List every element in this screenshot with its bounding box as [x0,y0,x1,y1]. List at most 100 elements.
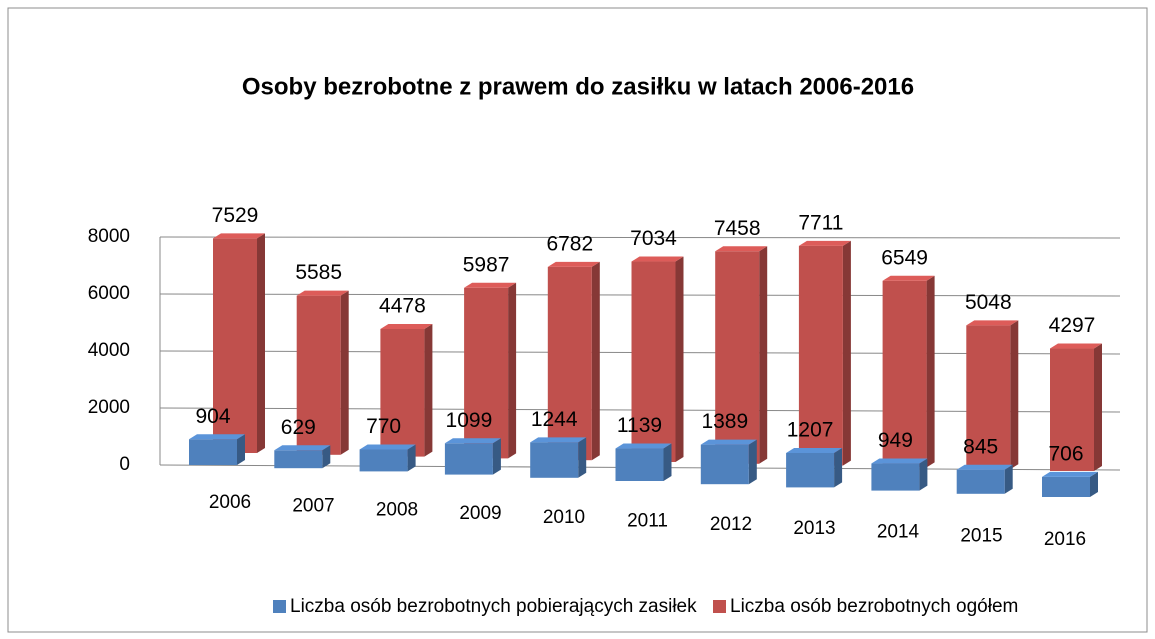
legend-label: Liczba osób bezrobotnych ogółem [730,596,1018,617]
data-label: 6549 [881,246,928,269]
bar-top [1042,471,1098,477]
x-tick-label: 2015 [960,525,1002,546]
bar [1050,348,1094,471]
bar-side [591,261,600,461]
data-label: 7034 [630,227,677,250]
bar-group [444,438,501,475]
data-label: 706 [1048,442,1083,465]
bar-side [748,439,757,485]
bar-side [237,434,245,465]
data-label: 770 [366,415,401,438]
y-tick-label: 2000 [88,397,130,418]
bar [189,439,237,465]
data-label: 5585 [295,261,342,284]
data-label: 1244 [531,408,578,431]
y-tick-label: 6000 [88,283,130,304]
bar-group [213,233,265,453]
data-label: 949 [878,429,913,452]
x-tick-label: 2010 [543,507,585,528]
bar-side [926,275,935,468]
bar-side [1094,343,1102,471]
bar-side [492,438,501,475]
bar [359,449,408,472]
bar-group [380,323,433,457]
bar-side [1010,320,1019,470]
x-tick-label: 2007 [292,496,334,517]
bar-top [213,233,265,239]
bar-group [798,240,851,466]
bar-group [359,444,416,472]
bar-side [508,282,517,459]
bar [274,450,323,469]
bar-group [530,437,587,478]
x-tick-label: 2016 [1044,529,1086,550]
data-label: 1389 [701,410,748,433]
bar-group [189,434,245,465]
bar-top [547,261,600,267]
grid-line [159,236,1121,239]
bar [631,261,676,462]
bar-side [919,458,928,491]
y-tick-label: 4000 [88,340,130,361]
bar-top [615,443,672,449]
bar-group [786,448,843,488]
bar-top [296,290,349,296]
y-tick-label: 0 [119,454,130,475]
bar [380,328,425,457]
x-tick-label: 2012 [710,514,752,535]
bar-group [882,275,935,468]
bar-top [464,282,517,288]
data-label: 845 [963,435,998,458]
bar-side [834,448,843,488]
bar [786,453,835,488]
legend-swatch [273,600,286,613]
bar-top [274,445,331,451]
bar [956,469,1005,494]
bar [464,287,509,459]
bar [547,266,592,461]
bar-group [966,320,1019,470]
bar [444,443,493,475]
legend-label: Liczba osób bezrobotnych pobierających z… [290,596,697,617]
bar-group [464,282,517,459]
bar-side [322,445,331,469]
x-tick-label: 2011 [627,511,668,532]
bar-side [257,233,265,453]
bar-group [615,443,672,481]
bar [715,251,760,464]
bar-top [380,323,433,329]
bar-group [956,464,1013,494]
bar [966,325,1011,470]
bar-side [663,443,672,481]
bar-top [871,458,928,464]
bar-side [340,290,349,455]
bar-top [966,320,1019,326]
bar-side [759,246,768,464]
data-label: 5048 [965,291,1012,314]
data-label: 4297 [1049,314,1096,337]
bar [882,280,927,468]
data-label: 7458 [714,217,761,240]
bar [871,463,920,491]
bar-side [407,444,416,472]
bar-group [700,439,757,485]
data-label: 1207 [787,419,834,442]
bar [530,442,579,478]
bar-group [274,445,331,469]
data-label: 1099 [446,409,493,432]
data-label: 1139 [617,414,662,437]
bar-top [798,240,851,246]
bar-top [189,434,245,440]
bar [213,238,257,453]
bar [700,444,749,485]
bar-top [1050,343,1102,349]
data-label: 7711 [798,211,843,234]
bar-group [631,256,684,462]
data-label: 7529 [212,204,259,227]
data-label: 6782 [546,232,593,255]
x-tick-label: 2008 [376,499,418,520]
x-tick-label: 2006 [209,492,251,513]
bar-top [786,448,843,454]
bar-top [530,437,587,443]
bar-group [547,261,600,461]
